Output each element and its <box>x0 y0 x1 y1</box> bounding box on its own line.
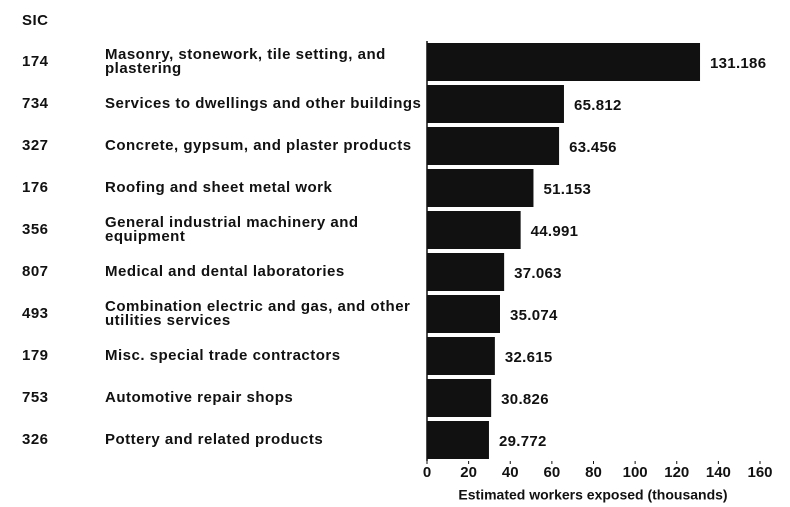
y-tick-label: Automotive repair shops <box>105 389 294 406</box>
y-tick-label: Misc. special trade contractors <box>105 347 341 364</box>
sic-code: 179 <box>22 347 49 364</box>
y-tick-label: General industrial machinery and equipme… <box>105 214 359 245</box>
value-label: 44.991 <box>531 223 579 240</box>
y-tick-label: Concrete, gypsum, and plaster products <box>105 137 412 154</box>
value-label: 37.063 <box>514 265 562 282</box>
bar <box>427 211 521 249</box>
y-tick-label: Masonry, stonework, tile setting, and pl… <box>105 46 386 77</box>
sic-code: 493 <box>22 305 49 322</box>
x-tick-label: 140 <box>706 464 731 481</box>
bar <box>427 337 495 375</box>
bar <box>427 43 701 81</box>
x-tick-label: 40 <box>502 464 519 481</box>
bar <box>427 379 492 417</box>
x-tick-label: 20 <box>460 464 477 481</box>
value-label: 63.456 <box>569 139 617 156</box>
x-tick-label: 80 <box>585 464 602 481</box>
sic-code: 356 <box>22 221 49 238</box>
value-label: 29.772 <box>499 433 547 450</box>
x-tick-label: 120 <box>664 464 689 481</box>
x-tick-label: 160 <box>747 464 772 481</box>
value-label: 35.074 <box>510 307 558 324</box>
sic-code: 327 <box>22 137 49 154</box>
x-tick-label: 0 <box>423 464 431 481</box>
y-tick-label: Combination electric and gas, and other … <box>105 298 411 329</box>
bar <box>427 169 534 207</box>
value-label: 51.153 <box>543 181 591 198</box>
bar <box>427 421 489 459</box>
bar <box>427 127 560 165</box>
sic-code: 734 <box>22 95 49 112</box>
sic-code: 176 <box>22 179 49 196</box>
y-tick-label: Medical and dental laboratories <box>105 263 345 280</box>
sic-code: 174 <box>22 53 49 70</box>
sic-code: 753 <box>22 389 49 406</box>
value-label: 32.615 <box>505 349 553 366</box>
bar <box>427 295 500 333</box>
value-label: 131.186 <box>710 55 766 72</box>
bar <box>427 85 564 123</box>
bar <box>427 253 505 291</box>
y-tick-label: Services to dwellings and other building… <box>105 95 422 112</box>
y-tick-label: Roofing and sheet metal work <box>105 179 333 196</box>
sic-code: 326 <box>22 431 49 448</box>
x-tick-label: 60 <box>544 464 561 481</box>
x-axis-label: Estimated workers exposed (thousands) <box>458 487 727 503</box>
y-tick-label: Pottery and related products <box>105 431 324 448</box>
sic-code: 807 <box>22 263 49 280</box>
x-tick-label: 100 <box>623 464 648 481</box>
value-label: 65.812 <box>574 97 622 114</box>
value-label: 30.826 <box>501 391 549 408</box>
column-header: SIC <box>22 12 49 29</box>
